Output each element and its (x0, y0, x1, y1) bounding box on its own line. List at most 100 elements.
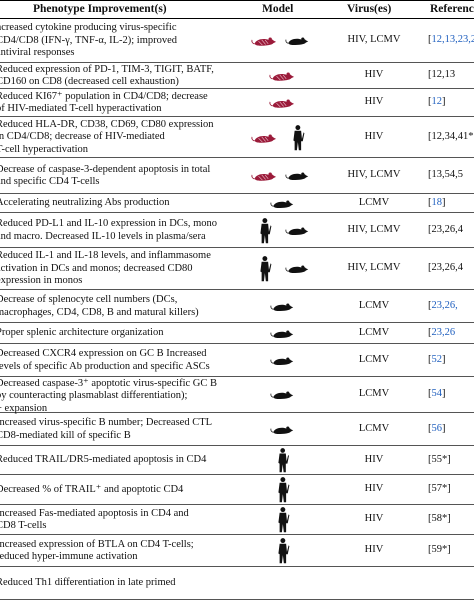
references-cell: [23,26 (428, 327, 455, 338)
references-cell: [13,54,5 (428, 169, 463, 180)
humanized-mouse-icon (252, 133, 278, 145)
virus-cell: HIV, LCMV (323, 169, 425, 180)
references-cell: [23,26, (428, 300, 458, 311)
model-cell (243, 290, 323, 322)
virus-cell: HIV (323, 96, 425, 107)
phenotype-line: in CD4/CD8; decrease of HIV-mediated (0, 131, 238, 143)
reference-bracket: [57*] (428, 483, 451, 494)
mouse-icon (271, 302, 295, 313)
mouse-icon (286, 264, 310, 275)
human-icon (278, 507, 289, 533)
phenotype-line: Reduced IL-1 and IL-18 levels, and infla… (0, 250, 238, 262)
references-cell: [54] (428, 388, 446, 399)
table-row: Increased Fas-mediated apoptosis in CD4 … (0, 505, 474, 535)
reference-bracket: ] (442, 96, 446, 107)
references-cell: [23,26,4 (428, 224, 463, 235)
phenotype-line: Decrease of splenocyte cell numbers (DCs… (0, 294, 238, 306)
model-cell (243, 446, 323, 474)
model-cell (243, 213, 323, 247)
virus-cell: HIV, LCMV (323, 34, 425, 45)
table-row: Decreased caspase-3⁺ apoptotic virus-spe… (0, 377, 474, 413)
reference-link[interactable]: 23,26 (432, 327, 456, 338)
phenotype-line: Decrease of caspase-3-dependent apoptosi… (0, 164, 238, 176)
virus-cell: LCMV (323, 197, 425, 208)
phenotype-line: ncreased cytokine producing virus-specif… (0, 22, 238, 34)
reference-link[interactable]: 12,13,23,2 (432, 34, 474, 45)
phenotype-cell: Decrease of caspase-3-dependent apoptosi… (0, 164, 238, 189)
reference-link[interactable]: 56 (432, 423, 443, 434)
phenotype-line: Proper splenic architecture organization (0, 327, 238, 339)
phenotype-line: Decreased caspase-3⁺ apoptotic virus-spe… (0, 378, 238, 390)
table-row: Reduced KI67⁺ population in CD4/CD8; dec… (0, 89, 474, 117)
table-header: Phenotype Improvement(s) Model Virus(es)… (0, 0, 474, 19)
phenotype-line: Increased expression of BTLA on CD4 T-ce… (0, 539, 238, 551)
virus-cell: HIV (323, 544, 425, 555)
phenotype-line: Accelerating neutralizing Abs production (0, 197, 238, 209)
model-cell (243, 413, 323, 445)
human-icon (278, 477, 289, 503)
table-row: Reduced HLA-DR, CD38, CD69, CD80 express… (0, 117, 474, 158)
phenotype-line: T-cell hyperactivation (0, 144, 238, 156)
phenotype-cell: Increased Fas-mediated apoptosis in CD4 … (0, 508, 238, 533)
phenotype-line: reduced hyper-immune activation (0, 551, 238, 563)
phenotype-line: CD4/CD8 (IFN-γ, TNF-α, IL-2); improved (0, 35, 238, 47)
table-row: Decrease of caspase-3-dependent apoptosi… (0, 158, 474, 194)
phenotype-cell: Decreased CXCR4 expression on GC B Incre… (0, 348, 238, 373)
phenotype-cell: Reduced Th1 differentiation in late prim… (0, 577, 238, 589)
phenotype-cell: Reduced IL-1 and IL-18 levels, and infla… (0, 250, 238, 287)
phenotype-cell: Reduced HLA-DR, CD38, CD69, CD80 express… (0, 119, 238, 156)
mouse-icon (271, 390, 295, 401)
mouse-icon (286, 171, 310, 182)
phenotype-line: Reduced KI67⁺ population in CD4/CD8; dec… (0, 91, 238, 103)
phenotype-line: Decreased CXCR4 expression on GC B Incre… (0, 348, 238, 360)
phenotype-cell: Proper splenic architecture organization (0, 327, 238, 339)
table-row: Accelerating neutralizing Abs production… (0, 194, 474, 213)
phenotype-cell: Decreased caspase-3⁺ apoptotic virus-spe… (0, 378, 238, 415)
phenotype-cell: Reduced PD-L1 and IL-10 expression in DC… (0, 218, 238, 243)
virus-cell: HIV, LCMV (323, 262, 425, 273)
model-cell (243, 323, 323, 343)
reference-bracket: [13,54,5 (428, 169, 463, 180)
phenotype-cell: Increased virus-specific B number; Decre… (0, 417, 238, 442)
model-cell (243, 535, 323, 566)
human-icon (260, 218, 271, 244)
reference-link[interactable]: 52 (432, 354, 443, 365)
references-cell: [12,13 (428, 69, 455, 80)
phenotype-line: Reduced expression of PD-1, TIM-3, TIGIT… (0, 64, 238, 76)
virus-cell: HIV (323, 483, 425, 494)
table-row: Decrease of splenocyte cell numbers (DCs… (0, 290, 474, 323)
phenotype-line: Reduced Th1 differentiation in late prim… (0, 577, 238, 589)
phenotype-line: macrophages, CD4, CD8, B and matural kil… (0, 307, 238, 319)
phenotype-line: activation in DCs and monos; decreased C… (0, 263, 238, 275)
model-cell (243, 505, 323, 534)
phenotype-line: and macro. Decreased IL-10 levels in pla… (0, 231, 238, 243)
model-cell (243, 19, 323, 62)
reference-link[interactable]: 18 (432, 197, 443, 208)
mouse-icon (271, 329, 295, 340)
reference-bracket: [23,26,4 (428, 262, 463, 273)
table-row: Reduced expression of PD-1, TIM-3, TIGIT… (0, 63, 474, 89)
references-cell: [57*] (428, 483, 451, 494)
humanized-mouse-icon (252, 36, 278, 48)
reference-link[interactable]: 54 (432, 388, 443, 399)
phenotype-cell: Decrease of splenocyte cell numbers (DCs… (0, 294, 238, 319)
references-cell: [55*] (428, 454, 451, 465)
virus-cell: LCMV (323, 327, 425, 338)
human-icon (278, 538, 289, 564)
reference-bracket: ] (442, 423, 446, 434)
phenotype-line: Increased Fas-mediated apoptosis in CD4 … (0, 508, 238, 520)
model-cell (243, 344, 323, 376)
virus-cell: LCMV (323, 354, 425, 365)
virus-cell: HIV (323, 131, 425, 142)
phenotype-cell: Reduced expression of PD-1, TIM-3, TIGIT… (0, 64, 238, 89)
phenotype-line: CD8-mediated kill of specific B (0, 430, 238, 442)
reference-link[interactable]: 12 (432, 96, 443, 107)
reference-bracket: ] (442, 197, 446, 208)
model-cell (243, 248, 323, 289)
references-cell: [59*] (428, 544, 451, 555)
table-row: Reduced Th1 differentiation in late prim… (0, 567, 474, 600)
human-icon (260, 256, 271, 282)
phenotype-cell: Reduced TRAIL/DR5-mediated apoptosis in … (0, 454, 238, 466)
reference-link[interactable]: 23,26, (432, 300, 458, 311)
